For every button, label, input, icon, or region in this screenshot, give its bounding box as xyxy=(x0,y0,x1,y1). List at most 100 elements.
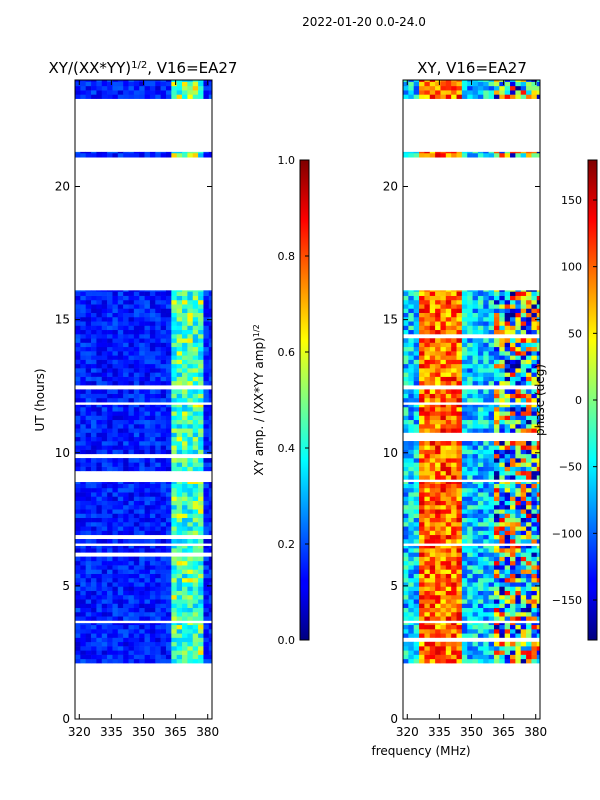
heatmap-cell xyxy=(75,624,81,630)
heatmap-cell xyxy=(75,389,81,394)
heatmap-cell xyxy=(429,312,436,318)
heatmap-cell xyxy=(520,325,527,331)
heatmap-cell xyxy=(429,363,436,369)
heatmap-cell xyxy=(536,393,541,399)
heatmap-cell xyxy=(101,419,108,425)
heatmap-cell xyxy=(91,80,97,82)
heatmap-cell xyxy=(96,599,103,604)
heatmap-cell xyxy=(208,436,213,442)
heatmap-cell xyxy=(75,359,81,365)
heatmap-cell xyxy=(192,359,199,365)
heatmap-cell xyxy=(467,152,473,158)
heatmap-cell xyxy=(451,445,457,450)
heatmap-cell xyxy=(435,308,441,313)
heatmap-cell xyxy=(203,316,210,322)
heatmap-cell xyxy=(165,496,172,501)
heatmap-cell xyxy=(117,556,124,562)
heatmap-cell xyxy=(515,85,522,91)
heatmap-cell xyxy=(160,291,167,296)
heatmap-cell xyxy=(192,509,199,514)
heatmap-cell xyxy=(408,594,414,600)
heatmap-cell xyxy=(413,509,420,514)
heatmap-cell xyxy=(117,449,124,455)
heatmap-cell xyxy=(419,599,425,604)
heatmap-cell xyxy=(488,565,495,570)
heatmap-cell xyxy=(171,329,177,335)
heatmap-cell xyxy=(483,94,489,99)
heatmap-cell xyxy=(171,290,177,292)
heatmap-cell xyxy=(435,607,441,613)
heatmap-cell xyxy=(467,492,473,497)
heatmap-cell xyxy=(144,338,151,343)
heatmap-cell xyxy=(520,504,527,510)
heatmap-cell xyxy=(408,470,414,476)
heatmap-cell xyxy=(101,415,108,421)
heatmap-cell xyxy=(488,539,495,544)
heatmap-cell xyxy=(149,299,156,305)
heatmap-cell xyxy=(499,458,505,463)
heatmap-cell xyxy=(128,380,135,386)
heatmap-cell xyxy=(424,517,431,523)
heatmap-cell xyxy=(493,462,500,467)
heatmap-cell xyxy=(133,509,140,514)
heatmap-cell xyxy=(515,304,522,309)
heatmap-cell xyxy=(112,325,119,331)
heatmap-cell xyxy=(123,496,129,501)
heatmap-cell xyxy=(208,329,213,335)
heatmap-cell xyxy=(515,428,522,433)
heatmap-cell xyxy=(520,299,527,305)
heatmap-cell xyxy=(192,151,199,154)
heatmap-cell xyxy=(520,517,527,523)
heatmap-cell xyxy=(493,419,500,425)
heatmap-cell xyxy=(133,599,140,604)
heatmap-cell xyxy=(531,521,538,527)
heatmap-cell xyxy=(419,517,425,523)
heatmap-cell xyxy=(133,334,140,339)
heatmap-cell xyxy=(424,482,431,484)
heatmap-cell xyxy=(488,560,495,566)
heatmap-cell xyxy=(504,654,511,660)
heatmap-cell xyxy=(488,363,495,369)
heatmap-cell xyxy=(461,372,468,377)
heatmap-cell xyxy=(101,423,108,429)
heatmap-cell xyxy=(192,526,199,531)
heatmap-cell xyxy=(483,359,489,365)
heatmap-cell xyxy=(187,359,194,365)
heatmap-cell xyxy=(123,517,129,523)
heatmap-cell xyxy=(520,355,527,360)
heatmap-cell xyxy=(536,290,541,292)
heatmap-cell xyxy=(403,295,409,301)
heatmap-cell xyxy=(149,152,156,158)
heatmap-cell xyxy=(155,650,161,655)
heatmap-cell xyxy=(187,338,194,343)
heatmap-cell xyxy=(85,342,92,348)
heatmap-cell xyxy=(198,351,204,356)
heatmap-cell xyxy=(424,500,431,506)
heatmap-cell xyxy=(435,569,441,574)
heatmap-cell xyxy=(493,445,500,450)
heatmap-cell xyxy=(149,654,156,660)
heatmap-cell xyxy=(171,560,177,566)
heatmap-cell xyxy=(133,325,140,331)
heatmap-cell xyxy=(510,406,516,412)
heatmap-cell xyxy=(499,582,505,587)
heatmap-cell xyxy=(117,411,124,416)
heatmap-cell xyxy=(80,496,86,501)
heatmap-cell xyxy=(155,569,161,574)
heatmap-cell xyxy=(80,539,86,544)
heatmap-cell xyxy=(133,633,140,638)
heatmap-cell xyxy=(477,441,484,446)
heatmap-cell xyxy=(208,380,213,386)
heatmap-cell xyxy=(403,423,409,429)
heatmap-cell xyxy=(171,500,177,506)
heatmap-cell xyxy=(504,389,511,394)
heatmap-cell xyxy=(117,423,124,429)
heatmap-cell xyxy=(117,295,124,301)
heatmap-cell xyxy=(91,368,97,373)
heatmap-cell xyxy=(123,406,129,412)
heatmap-cell xyxy=(403,603,409,609)
heatmap-cell xyxy=(472,428,479,433)
heatmap-cell xyxy=(192,329,199,335)
heatmap-cell xyxy=(451,483,457,489)
heatmap-cell xyxy=(80,304,86,309)
